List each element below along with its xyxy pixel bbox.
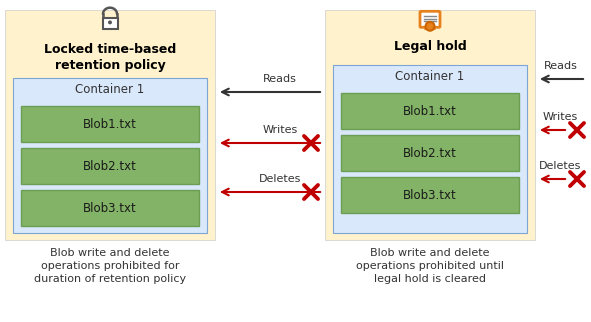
Bar — [325, 10, 535, 240]
Text: Blob2.txt: Blob2.txt — [83, 159, 137, 173]
Text: Writes: Writes — [262, 125, 298, 135]
Circle shape — [426, 22, 434, 31]
Text: Legal hold: Legal hold — [394, 40, 466, 53]
Bar — [21, 148, 199, 184]
Text: Blob write and delete
operations prohibited for
duration of retention policy: Blob write and delete operations prohibi… — [34, 248, 186, 284]
Bar — [13, 78, 207, 233]
Text: Reads: Reads — [263, 74, 297, 84]
Text: Blob write and delete
operations prohibited until
legal hold is cleared: Blob write and delete operations prohibi… — [356, 248, 504, 284]
Text: Deletes: Deletes — [259, 174, 301, 184]
Bar — [341, 93, 519, 129]
Bar — [102, 18, 118, 29]
Circle shape — [108, 20, 112, 24]
Text: Blob3.txt: Blob3.txt — [403, 188, 457, 202]
Text: Container 1: Container 1 — [395, 70, 465, 83]
Bar — [341, 177, 519, 213]
FancyBboxPatch shape — [420, 11, 440, 27]
Text: Deletes: Deletes — [540, 161, 582, 171]
Text: Blob1.txt: Blob1.txt — [83, 118, 137, 130]
Bar — [21, 190, 199, 226]
Text: Blob3.txt: Blob3.txt — [83, 202, 137, 214]
Text: Container 1: Container 1 — [76, 83, 145, 96]
Bar — [21, 106, 199, 142]
Text: Locked time-based
retention policy: Locked time-based retention policy — [44, 43, 176, 72]
Text: Blob2.txt: Blob2.txt — [403, 147, 457, 159]
Bar — [5, 10, 215, 240]
Bar — [333, 65, 527, 233]
Bar — [341, 135, 519, 171]
Text: Writes: Writes — [543, 112, 578, 122]
Text: Blob1.txt: Blob1.txt — [403, 105, 457, 118]
Text: Reads: Reads — [544, 61, 577, 71]
